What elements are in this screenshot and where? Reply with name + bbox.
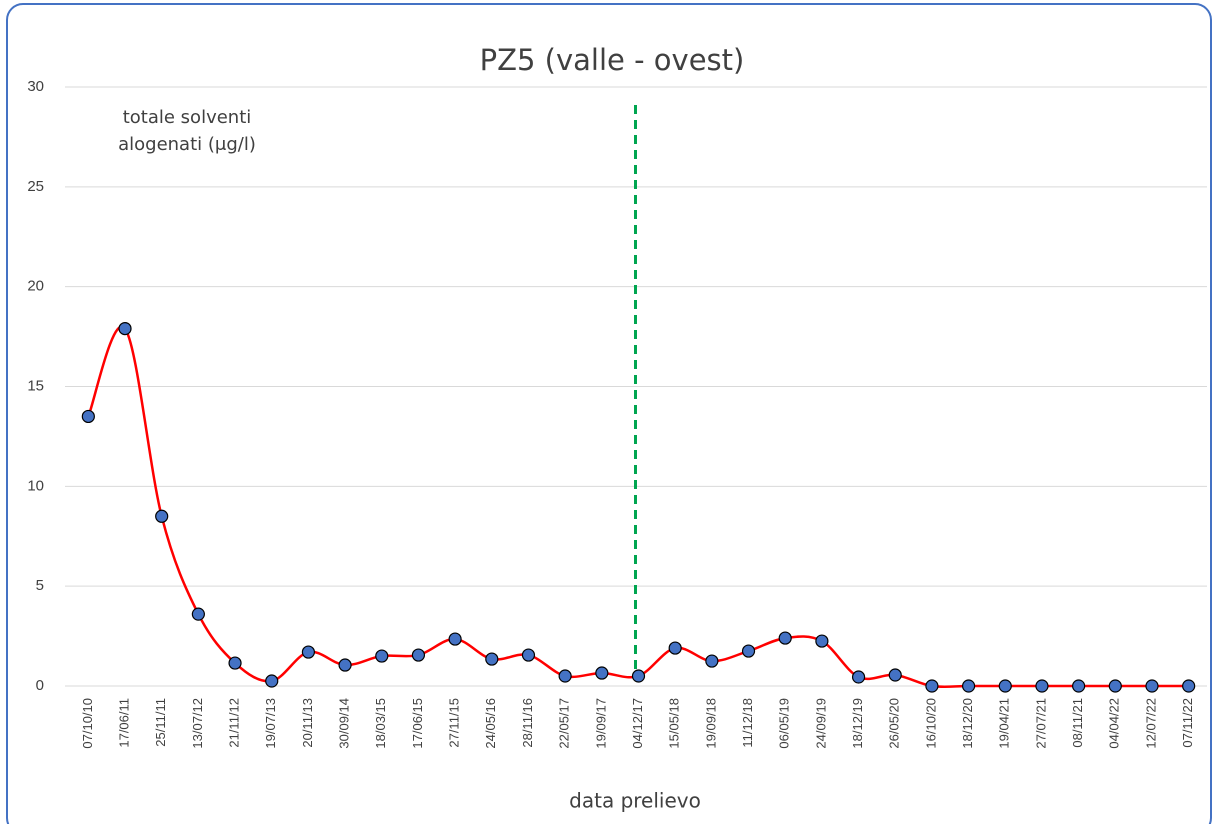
data-point	[1072, 679, 1086, 693]
x-tick-label: 25/11/11	[153, 698, 168, 747]
x-tick-label: 20/11/13	[300, 698, 315, 748]
y-axis-label: alogenati (μg/l)	[118, 134, 256, 155]
data-point	[961, 679, 976, 693]
data-point	[411, 648, 426, 662]
x-tick-label: 28/11/16	[520, 698, 535, 748]
data-point	[595, 666, 609, 680]
x-tick-label: 19/04/21	[997, 698, 1012, 749]
x-tick-label: 19/07/13	[263, 698, 278, 749]
chart-border	[6, 3, 1212, 828]
data-point	[485, 652, 499, 666]
x-tick-label: 26/05/20	[887, 698, 902, 749]
data-point	[228, 656, 242, 670]
y-tick-label: 20	[27, 278, 44, 295]
x-tick-label: 08/11/21	[1070, 698, 1085, 748]
x-tick-label: 15/05/18	[667, 698, 682, 749]
y-tick-label: 0	[36, 677, 44, 694]
data-point	[1145, 679, 1159, 693]
data-point	[778, 631, 792, 645]
data-point	[375, 649, 389, 663]
data-point	[155, 509, 169, 523]
data-point	[338, 658, 352, 672]
x-tick-label: 24/09/19	[813, 698, 828, 749]
x-tick-label: 24/05/16	[483, 698, 498, 749]
data-point	[888, 668, 902, 682]
x-tick-label: 17/06/15	[410, 698, 425, 749]
x-tick-label: 06/05/19	[777, 698, 792, 749]
data-point	[81, 409, 95, 424]
data-point	[191, 607, 205, 621]
x-tick-label: 27/11/15	[447, 698, 462, 748]
x-tick-label: 11/12/18	[740, 698, 755, 748]
data-point	[705, 654, 719, 668]
data-point	[301, 645, 316, 659]
data-point	[741, 644, 756, 658]
x-tick-label: 18/12/20	[960, 698, 975, 749]
data-point	[1182, 679, 1196, 693]
data-point	[1035, 679, 1049, 693]
x-tick-label: 18/12/19	[850, 698, 865, 749]
y-tick-label: 10	[27, 477, 44, 494]
x-tick-label: 13/07/12	[190, 698, 205, 749]
x-tick-label: 12/07/22	[1143, 698, 1158, 749]
x-tick-label: 18/03/15	[373, 698, 388, 749]
x-tick-label: 22/05/17	[557, 698, 572, 749]
x-tick-label: 07/11/22	[1180, 698, 1195, 748]
x-tick-label: 27/07/21	[1033, 698, 1048, 749]
data-point	[558, 669, 572, 683]
y-tick-label: 5	[36, 577, 44, 594]
y-tick-label: 15	[27, 377, 44, 394]
x-tick-label: 30/09/14	[337, 698, 352, 749]
x-tick-label: 07/10/10	[80, 698, 95, 749]
x-tick-label: 21/11/12	[226, 698, 241, 748]
chart-title: PZ5 (valle - ovest)	[480, 43, 745, 77]
data-point	[851, 670, 866, 684]
data-point	[998, 679, 1012, 693]
x-tick-label: 04/04/22	[1107, 698, 1122, 749]
y-axis-label: totale solventi	[123, 107, 252, 128]
x-axis-label: data prelievo	[569, 789, 701, 813]
x-tick-label: 19/09/17	[593, 698, 608, 749]
data-point	[668, 641, 682, 655]
data-point	[925, 679, 939, 693]
x-tick-label: 16/10/20	[923, 698, 938, 749]
data-point	[1108, 679, 1122, 693]
y-tick-label: 25	[27, 178, 44, 195]
x-tick-label: 17/06/11	[116, 698, 131, 748]
x-tick-label: 04/12/17	[630, 698, 645, 749]
x-tick-label: 19/09/18	[703, 698, 718, 749]
data-point	[815, 634, 829, 648]
data-point	[265, 674, 279, 688]
data-point	[521, 648, 536, 662]
data-point	[448, 632, 462, 646]
data-point	[631, 669, 646, 683]
data-point	[118, 321, 132, 336]
y-tick-label: 30	[27, 78, 44, 95]
